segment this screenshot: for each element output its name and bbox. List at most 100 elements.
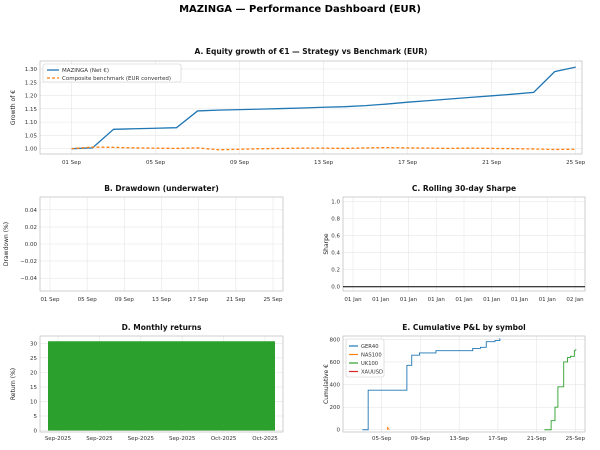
x-tick-label: 01 Jan	[372, 297, 390, 303]
x-tick-label: 01 Jan	[344, 297, 362, 303]
x-tick-label: Sep-2025	[128, 436, 155, 442]
y-tick-label: 800	[330, 337, 341, 343]
plot-frame	[39, 196, 284, 292]
chart-panel-equity: A. Equity growth of €1 — Strategy vs Ben…	[10, 47, 586, 166]
legend-equity: MAZINGA (Net €) Composite benchmark (EUR …	[42, 63, 182, 83]
y-tick-label: 10	[30, 399, 37, 405]
x-tick-label: 25 Sep	[263, 297, 283, 303]
legend-label: NAS100	[361, 353, 382, 359]
plot-frame	[39, 60, 583, 155]
y-tick-label: 1.25	[25, 80, 38, 86]
x-tick-label: 01 Jan	[428, 297, 446, 303]
y-tick-label: 0	[34, 429, 38, 435]
y-tick-label: 1.00	[25, 147, 38, 153]
x-tick-label: 17-Sep	[488, 436, 508, 442]
chart-title-drawdown: B. Drawdown (underwater)	[104, 184, 219, 193]
x-tick-label: 13 Sep	[314, 160, 334, 166]
x-tick-label: 25 Sep	[566, 160, 586, 166]
y-tick-label: −0.02	[20, 259, 37, 265]
y-tick-label: −0.04	[20, 276, 37, 282]
x-tick-label: Oct-2025	[211, 436, 237, 442]
y-axis-label: Sharpe	[323, 233, 330, 255]
y-axis-label: Growth of €	[10, 90, 17, 125]
y-tick-label: 0.6	[331, 233, 340, 239]
x-tick-label: 13-Sep	[449, 436, 469, 442]
legend-label: GER40	[361, 344, 379, 350]
x-tick-label: 25-Sep	[566, 436, 586, 442]
y-axis-label: Drawdown (%)	[3, 222, 10, 266]
y-tick-label: 0.0	[331, 285, 340, 291]
chart-panel-pnl: E. Cumulative P&L by symbol 0 200 400 600 800…	[323, 323, 585, 442]
x-tick-label: Oct-2025	[252, 436, 278, 442]
x-tick-label: 17 Sep	[398, 160, 418, 166]
y-tick-label: 15	[30, 385, 37, 391]
x-tick-label: Sep-2025	[45, 436, 72, 442]
y-tick-label: 0.4	[331, 251, 340, 257]
x-tick-label: 05 Sep	[146, 160, 166, 166]
x-tick-label: 01 Sep	[62, 160, 82, 166]
y-tick-label: 0.2	[331, 268, 340, 274]
y-tick-label: 0.02	[25, 225, 37, 231]
y-tick-label: 1.0	[331, 199, 340, 205]
legend-pnl: GER40 NAS100 UK100 XAUUSD	[345, 338, 385, 378]
legend-label: MAZINGA (Net €)	[62, 68, 109, 74]
legend-label: XAUUSD	[361, 370, 383, 376]
y-tick-label: 0	[337, 428, 341, 434]
x-tick-label: 01 Jan	[483, 297, 501, 303]
bar-Sep-2025	[48, 341, 275, 431]
x-tick-label: 05 Sep	[78, 297, 98, 303]
y-tick-label: 1.10	[25, 120, 38, 126]
y-tick-label: 30	[30, 341, 37, 347]
y-tick-label: 20	[30, 370, 37, 376]
y-tick-label: 25	[30, 356, 37, 362]
plot-frame	[342, 196, 586, 292]
x-tick-label: 01 Jan	[455, 297, 473, 303]
x-tick-label: Sep-2025	[169, 436, 196, 442]
x-tick-label: 13 Sep	[152, 297, 172, 303]
y-tick-label: 1.20	[25, 94, 38, 100]
x-tick-label: 21-Sep	[527, 436, 547, 442]
y-tick-label: 600	[330, 360, 341, 366]
legend-box	[42, 63, 182, 83]
y-tick-label: 400	[330, 383, 341, 389]
plot-frame	[342, 335, 586, 433]
chart-panel-monthly: D. Monthly returns 0 5 10 15 20 25 30 Sep-2025 Se…	[10, 323, 284, 442]
series-line-composite-benchmark-eur-converted-	[71, 146, 576, 151]
legend-label: Composite benchmark (EUR converted)	[62, 76, 171, 82]
x-tick-label: Sep-2025	[86, 436, 113, 442]
y-tick-label: 200	[330, 405, 341, 411]
legend-box	[345, 338, 385, 378]
series-line-ger40	[362, 338, 501, 431]
x-tick-label: 02 Jan	[566, 297, 584, 303]
y-tick-label: 0.00	[25, 242, 38, 248]
legend-label: UK100	[361, 361, 378, 367]
x-tick-label: 01 Sep	[40, 297, 60, 303]
chart-title-sharpe: C. Rolling 30-day Sharpe	[412, 184, 516, 193]
x-tick-label: 01 Jan	[539, 297, 557, 303]
y-tick-label: 5	[34, 414, 38, 420]
series-line-nas100	[387, 426, 390, 431]
x-tick-label: 21 Sep	[482, 160, 502, 166]
y-axis-label: Return (%)	[10, 368, 17, 400]
y-tick-label: 1.15	[25, 107, 38, 113]
series-line-uk100	[544, 349, 577, 431]
dashboard-title: MAZINGA — Performance Dashboard (EUR)	[179, 4, 421, 15]
y-tick-label: 1.05	[25, 133, 38, 139]
chart-panel-drawdown: B. Drawdown (underwater) −0.04 −0.02 0.00 0.…	[3, 184, 284, 303]
chart-panel-sharpe: C. Rolling 30-day Sharpe 0.0 0.2 0.4 0.6 0.8 1…	[323, 184, 586, 303]
y-tick-label: 1.30	[25, 67, 38, 73]
chart-title-monthly: D. Monthly returns	[122, 323, 202, 332]
x-tick-label: 05-Sep	[372, 436, 392, 442]
plot-frame	[39, 335, 284, 433]
y-axis-label: Cumulative €	[323, 364, 330, 404]
chart-title-equity: A. Equity growth of €1 — Strategy vs Ben…	[195, 47, 428, 56]
x-tick-label: 21 Sep	[226, 297, 246, 303]
x-tick-label: 01 Jan	[400, 297, 418, 303]
series-line-mazinga-net-	[71, 66, 576, 150]
x-tick-label: 09 Sep	[115, 297, 135, 303]
y-tick-label: 0.8	[331, 216, 340, 222]
y-tick-label: 0.04	[25, 208, 38, 214]
x-tick-label: 17 Sep	[189, 297, 209, 303]
